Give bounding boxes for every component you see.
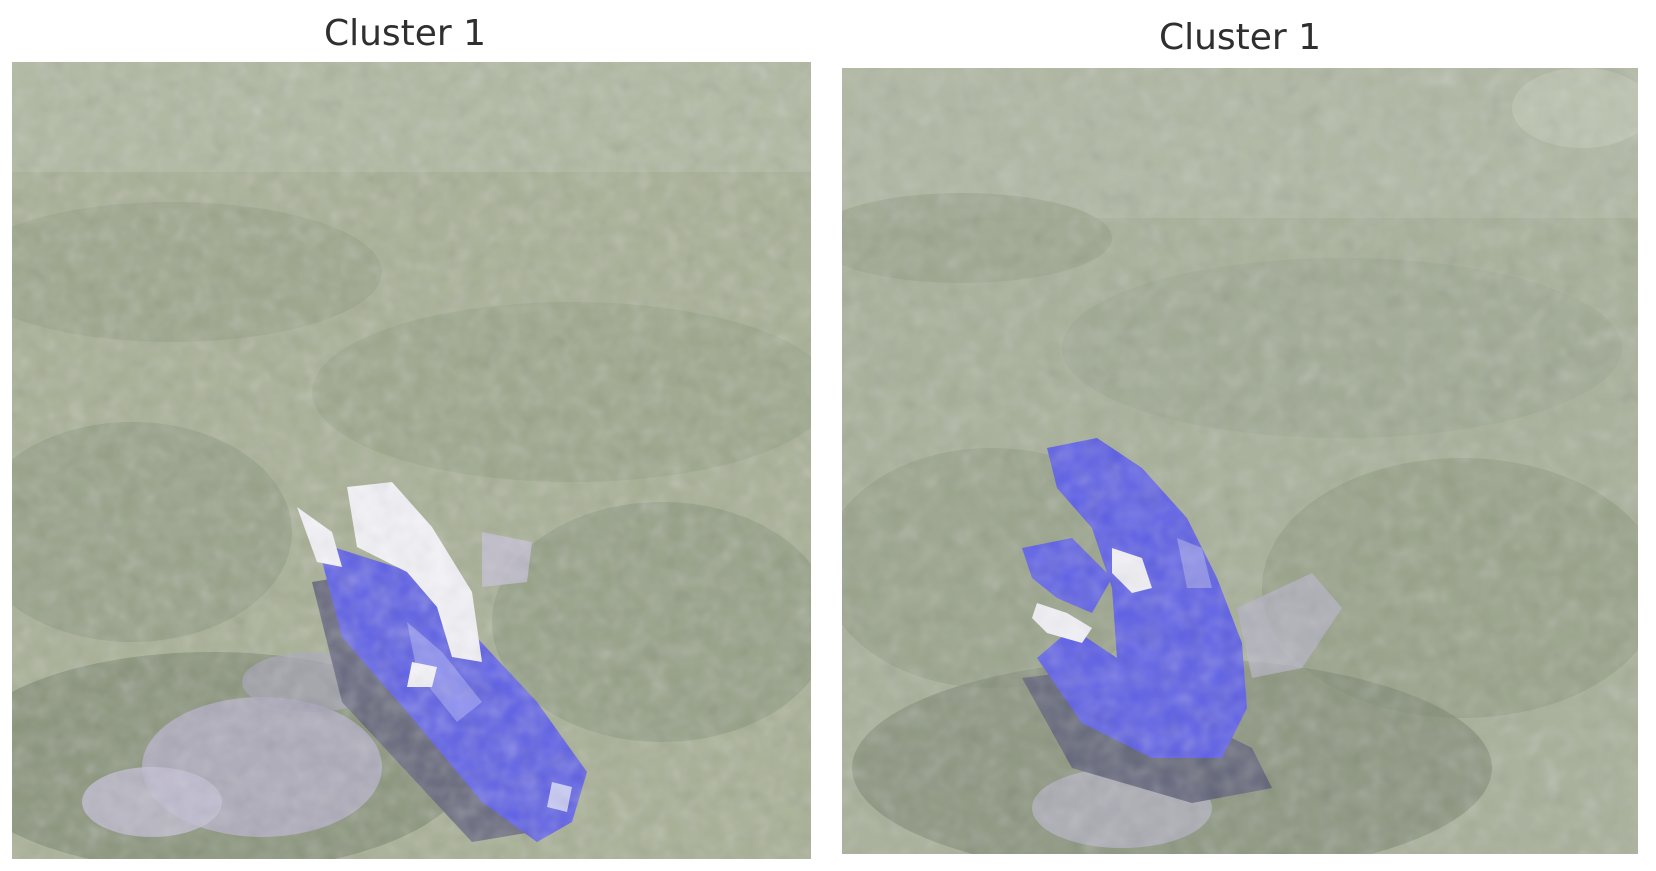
panel-title: Cluster 1 (323, 13, 487, 54)
cluster-image (842, 68, 1638, 854)
cluster-image-left (12, 62, 811, 859)
cluster-image-right (842, 68, 1638, 854)
cluster-image (12, 62, 811, 859)
panel-title: Cluster 1 (1158, 17, 1322, 58)
